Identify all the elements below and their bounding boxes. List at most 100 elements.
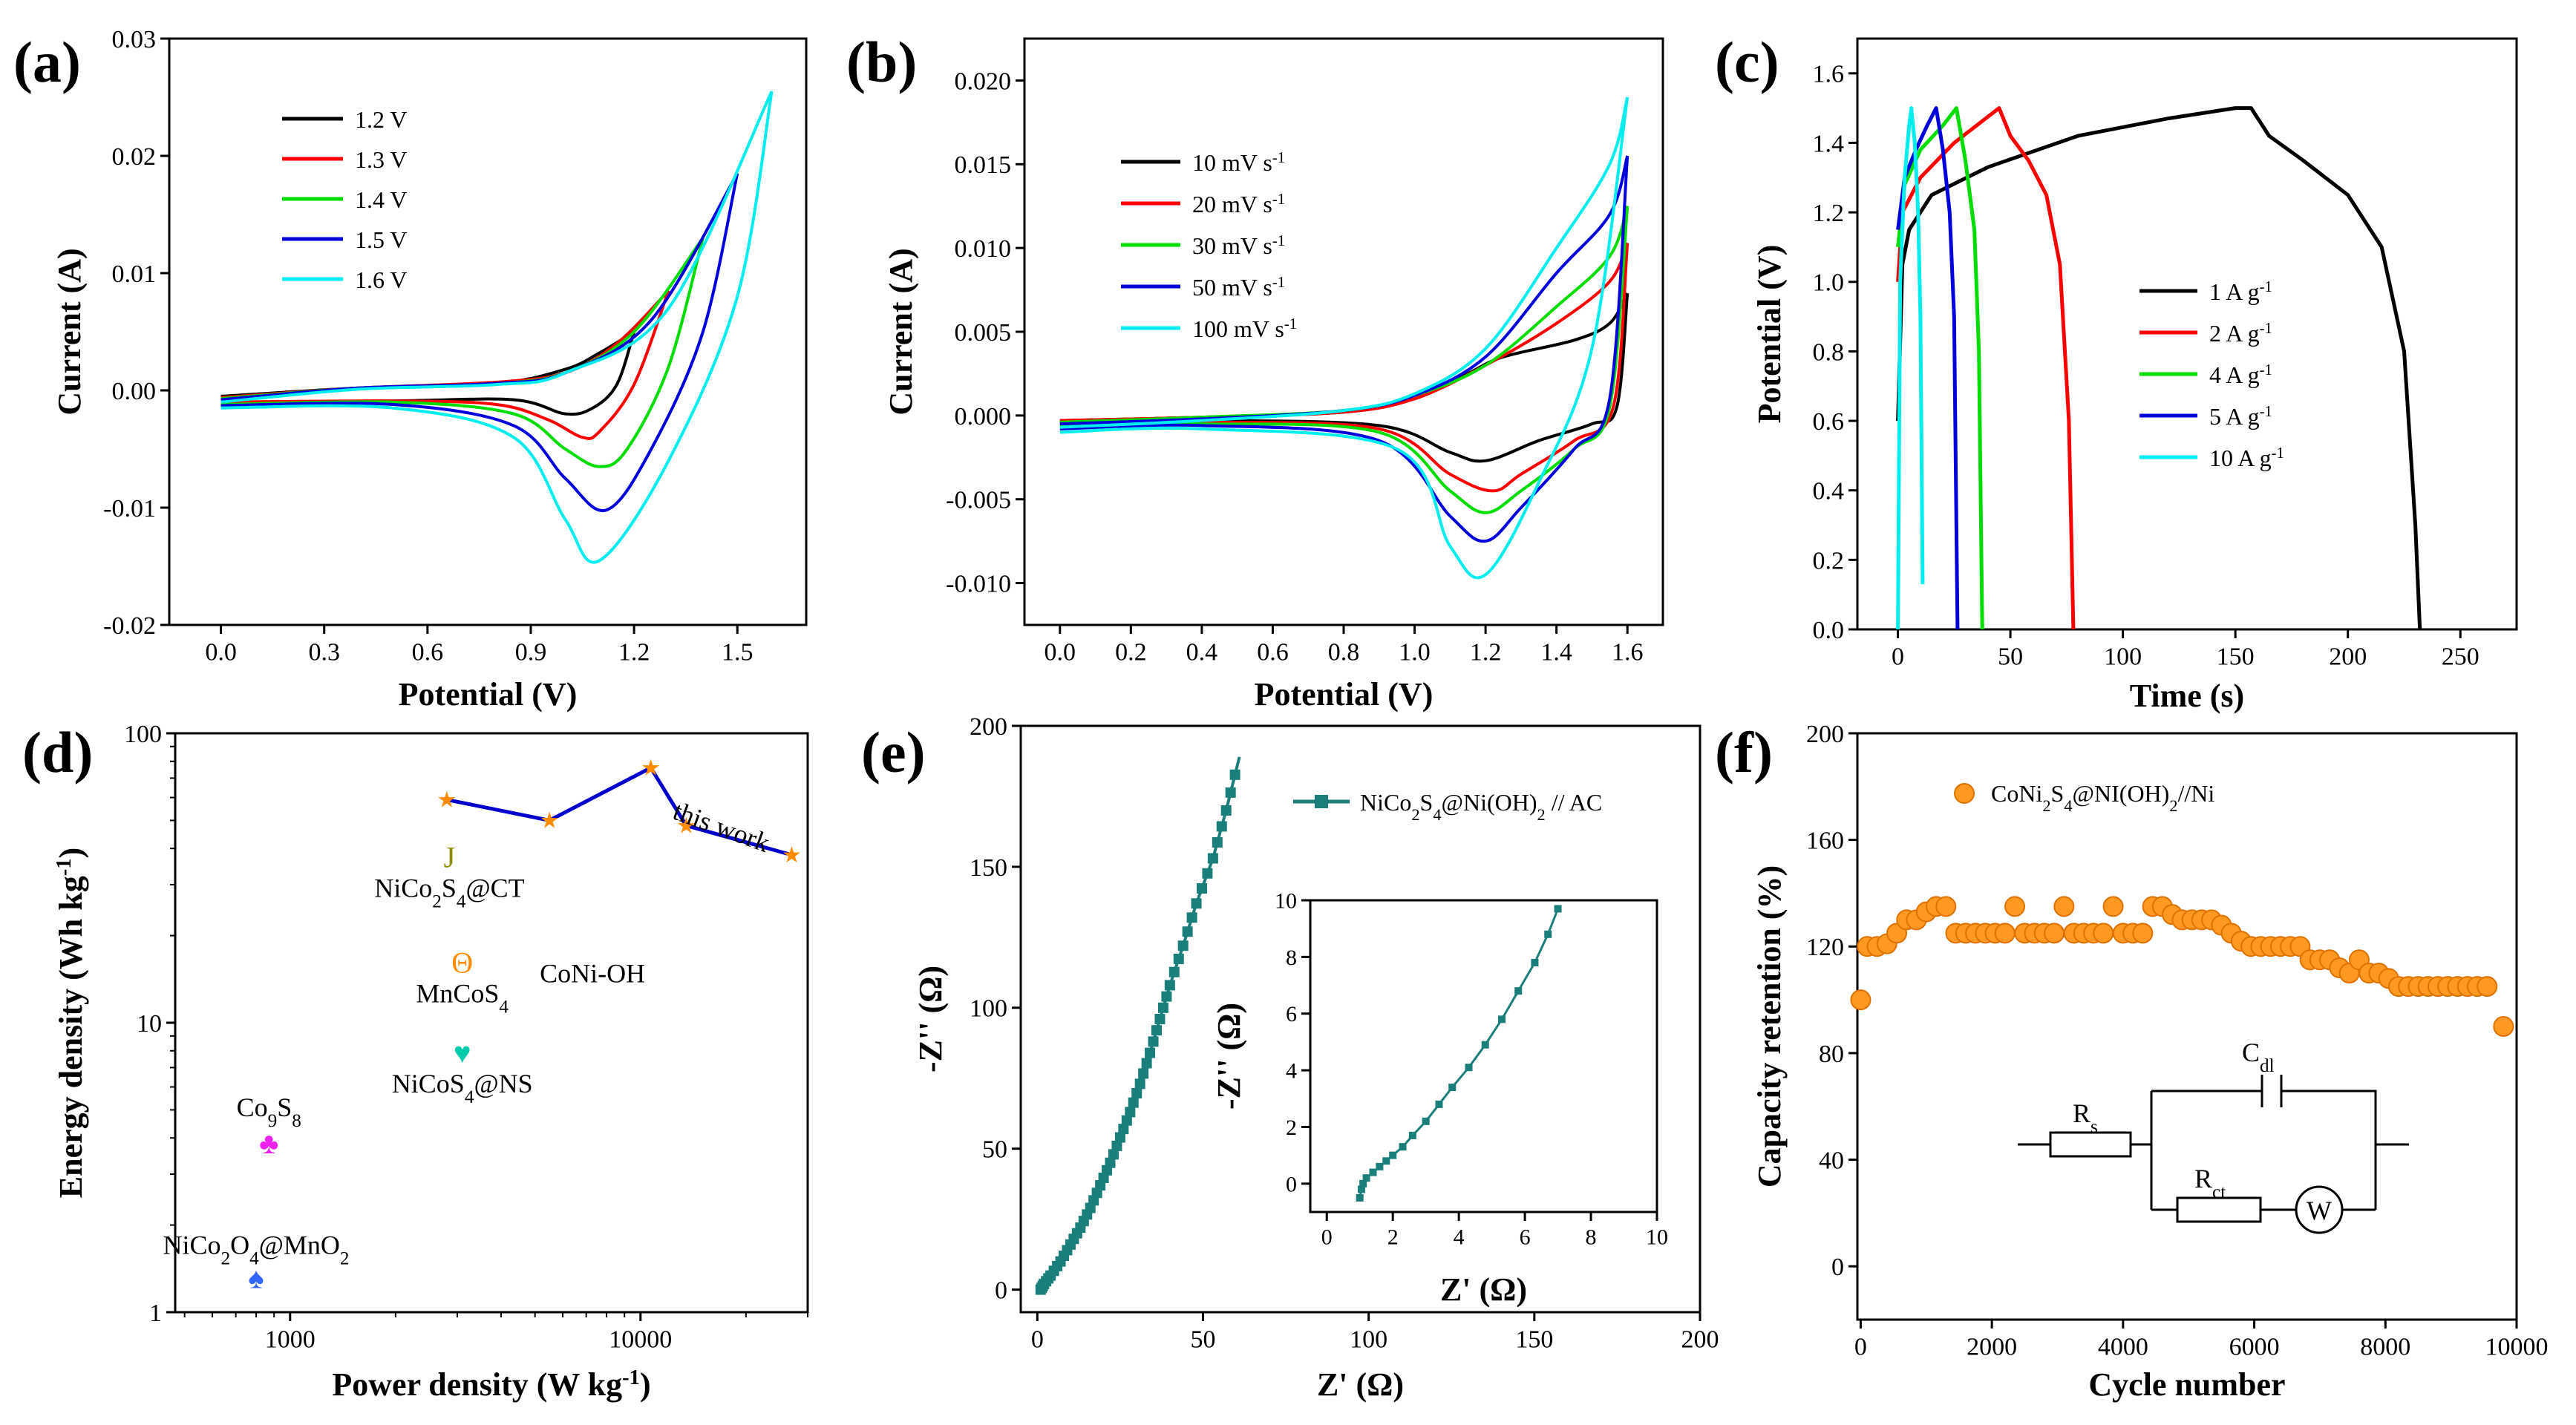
x-axis-title: Cycle number xyxy=(2088,1366,2285,1403)
y-tick-label: 120 xyxy=(1806,934,1844,961)
y-tick-label: 1.2 xyxy=(1813,200,1845,227)
x-tick-label: 0.9 xyxy=(515,639,547,666)
y-tick-label: 0.0 xyxy=(1813,617,1845,644)
reference-label-part: 2 xyxy=(432,891,442,911)
y-tick-label: 1 xyxy=(149,1300,162,1327)
x-axis-title: Power density (W kg-1) xyxy=(332,1366,650,1403)
y-tick-label: 0.020 xyxy=(955,68,1012,95)
y-axis-title: Current (A) xyxy=(883,248,919,415)
x-tick-label: 0 xyxy=(1892,643,1904,671)
x-axis-title-part: -1 xyxy=(622,1366,640,1389)
x-tick-label: 4 xyxy=(1454,1225,1465,1250)
nyquist-marker xyxy=(1197,883,1207,894)
x-tick-label: 50 xyxy=(1190,1326,1215,1354)
reference-label-part: Co xyxy=(237,1092,268,1122)
inset-marker xyxy=(1544,931,1552,938)
nyquist-marker xyxy=(1187,912,1197,923)
y-tick-label: 0.00 xyxy=(112,378,157,405)
inset-marker xyxy=(1555,905,1562,912)
x-tick-label: 1000 xyxy=(265,1326,316,1354)
retention-point xyxy=(2477,977,2497,996)
y-tick-label: -0.02 xyxy=(103,612,156,640)
x-tick-label: 1.6 xyxy=(1612,639,1644,666)
reference-label-part: 2 xyxy=(340,1248,350,1268)
y-axis-title: Current (A) xyxy=(51,248,88,415)
figure: 0.0 0.3 0.6 0.9 1.2 1.5-0.02-0.010.000.010.02… xyxy=(0,0,2576,1425)
rct-label-part: R xyxy=(2194,1164,2212,1193)
legend-label-part: CoNi xyxy=(1991,780,2042,807)
y-tick-label: 0.8 xyxy=(1813,338,1845,366)
x-axis-title: Z' (Ω) xyxy=(1317,1366,1404,1403)
reference-label-part: 4 xyxy=(249,1248,259,1268)
y-tick-label: 0.02 xyxy=(112,143,157,171)
reference-marker: J xyxy=(444,840,456,874)
nyquist-marker xyxy=(1165,980,1175,990)
retention-point xyxy=(1995,923,2015,943)
x-tick-label: 0 xyxy=(1031,1326,1044,1354)
y-tick-label: 1.4 xyxy=(1813,130,1845,157)
legend-label-part: @NI(OH) xyxy=(2073,780,2170,807)
y-tick-label: 100 xyxy=(970,995,1007,1023)
rct-label-part: ct xyxy=(2212,1182,2226,1202)
x-tick-label: 0 xyxy=(1321,1225,1333,1250)
x-tick-label: 1.4 xyxy=(1540,639,1572,666)
inset-marker xyxy=(1482,1041,1489,1049)
legend-label-part: S xyxy=(2051,780,2065,807)
legend-label: 20 mV s-1 xyxy=(1192,191,1285,218)
y-axis-title-part: Current (A) xyxy=(51,248,88,415)
reference-label-part: @NS xyxy=(474,1069,532,1098)
legend-label-part: // AC xyxy=(1546,789,1602,816)
legend-label-part: 10 mV s xyxy=(1192,149,1272,176)
legend-label-part: 1 A g xyxy=(2209,278,2260,305)
inset-marker xyxy=(1399,1143,1407,1150)
reference-label-part: 4 xyxy=(499,997,509,1017)
x-tick-label: 0.6 xyxy=(1257,639,1289,666)
y-tick-label: 0.01 xyxy=(112,261,157,288)
legend-label-part: 2 xyxy=(2042,796,2050,815)
x-tick-label: 10000 xyxy=(609,1326,672,1354)
y-axis-title: Potential (V) xyxy=(1751,245,1788,424)
reference-label-part: @MnO xyxy=(259,1231,340,1260)
x-tick-label: 4000 xyxy=(2098,1334,2148,1361)
nyquist-marker xyxy=(1226,787,1236,798)
nyquist-marker xyxy=(1158,1003,1168,1013)
retention-point xyxy=(2054,897,2073,916)
cdl-label-part: dl xyxy=(2260,1056,2275,1076)
legend-label: 100 mV s-1 xyxy=(1192,315,1297,343)
y-axis-title-part: Potential (V) xyxy=(1751,245,1788,424)
reference-label: CoNi-OH xyxy=(540,958,645,988)
x-tick-label: 0.8 xyxy=(1328,639,1360,666)
nyquist-marker xyxy=(1161,992,1171,1002)
nyquist-marker xyxy=(1135,1078,1145,1089)
nyquist-marker xyxy=(1202,868,1212,879)
legend-label-part: 2 xyxy=(2169,796,2177,815)
legend-label-part: //Ni xyxy=(2178,780,2215,807)
y-axis-title-part: ) xyxy=(53,848,89,859)
nyquist-marker xyxy=(1178,940,1189,951)
inset-x-axis-title: Z' (Ω) xyxy=(1440,1271,1527,1308)
nyquist-marker xyxy=(1154,1014,1165,1024)
x-tick-label: 8 xyxy=(1586,1225,1597,1250)
y-tick-label: 8 xyxy=(1286,946,1297,970)
x-tick-label: 200 xyxy=(2329,643,2367,671)
inset-marker xyxy=(1514,987,1522,995)
legend-label-part: 2 A g xyxy=(2209,320,2260,347)
reference-label-part: MnCoS xyxy=(416,978,499,1008)
panel-label: (a) xyxy=(13,30,81,94)
reference-label-part: O xyxy=(230,1231,249,1260)
this-work-star: ★ xyxy=(782,843,802,868)
legend-label-part: -1 xyxy=(2260,361,2272,379)
legend-label-part: -1 xyxy=(2260,320,2272,337)
y-tick-label: 0 xyxy=(1286,1172,1297,1196)
legend-label-part: 10 A g xyxy=(2209,445,2272,471)
legend-label-part: @Ni(OH) xyxy=(1442,789,1537,816)
x-tick-label: 250 xyxy=(2442,643,2479,671)
reference-label-part: S xyxy=(442,873,457,902)
legend-label-part: -1 xyxy=(2260,278,2272,295)
legend-label: 1.4 V xyxy=(355,186,408,213)
retention-point xyxy=(2093,923,2113,943)
x-tick-label: 0.4 xyxy=(1186,639,1218,666)
this-work-star: ★ xyxy=(540,808,560,833)
legend-label-part: -1 xyxy=(2272,445,2284,462)
y-tick-label: 6 xyxy=(1286,1002,1297,1026)
